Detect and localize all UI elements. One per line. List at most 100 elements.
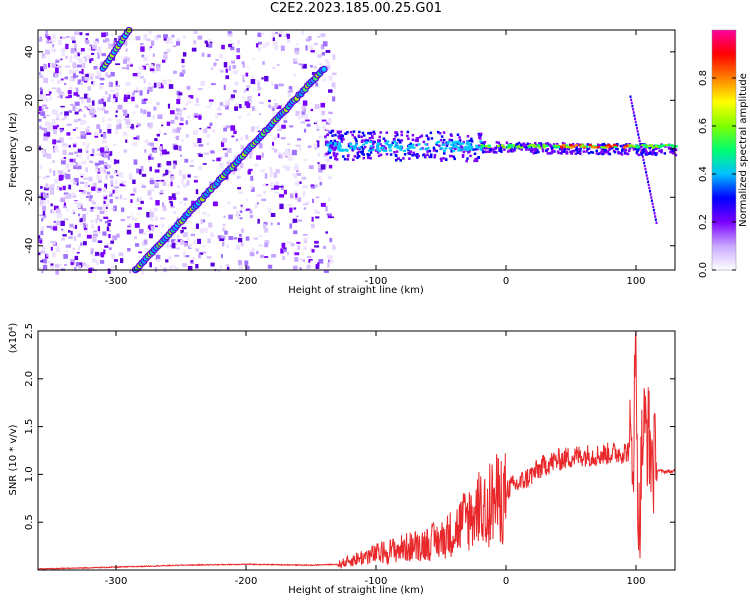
heatmap-cell	[208, 38, 212, 44]
heatmap-cell	[39, 164, 43, 170]
heatmap-cell	[110, 240, 115, 244]
heatmap-cell	[133, 187, 137, 193]
heatmap-cell	[168, 78, 171, 83]
heatmap-cell	[628, 147, 632, 150]
heatmap-cell	[408, 144, 412, 148]
heatmap-cell	[292, 149, 297, 156]
heatmap-cell	[539, 142, 543, 145]
heatmap-cell	[89, 74, 94, 80]
heatmap-cell	[271, 254, 276, 258]
heatmap-cell	[39, 87, 43, 92]
heatmap-cell	[310, 50, 315, 53]
heatmap-cell	[135, 125, 139, 128]
heatmap-cell	[181, 69, 186, 75]
heatmap-cell	[91, 113, 96, 118]
heatmap-cell	[252, 247, 255, 252]
heatmap-cell	[237, 40, 241, 45]
heatmap-cell	[93, 41, 98, 45]
heatmap-cell	[629, 95, 632, 98]
heatmap-cell	[182, 174, 186, 180]
heatmap-cell	[89, 160, 93, 163]
heatmap-cell	[159, 189, 164, 194]
heatmap-cell	[264, 227, 269, 233]
heatmap-cell	[156, 63, 161, 70]
heatmap-cell	[81, 190, 87, 195]
heatmap-cell	[91, 206, 96, 209]
heatmap-cell	[177, 94, 181, 100]
heatmap-cell	[260, 169, 266, 173]
heatmap-cell	[104, 203, 110, 207]
heatmap-cell	[453, 157, 456, 161]
heatmap-cell	[115, 110, 118, 113]
heatmap-cell	[303, 246, 307, 250]
heatmap-cell	[310, 185, 316, 189]
heatmap-cell	[326, 128, 330, 131]
heatmap-cell	[42, 205, 46, 212]
heatmap-cell	[450, 139, 454, 142]
heatmap-cell	[68, 244, 72, 248]
heatmap-cell	[210, 150, 215, 154]
heatmap-cell	[211, 83, 216, 86]
colorbar-tick-label: 0.6	[698, 118, 709, 134]
heatmap-cell	[475, 146, 479, 149]
heatmap-cell	[65, 185, 69, 189]
heatmap-cell	[108, 153, 111, 157]
heatmap-cell	[60, 36, 63, 39]
heatmap-cell	[148, 64, 154, 70]
heatmap-cell	[549, 144, 552, 147]
heatmap-cell	[138, 196, 142, 201]
heatmap-cell	[329, 156, 332, 159]
heatmap-cell	[143, 78, 146, 84]
heatmap-cell	[132, 72, 138, 77]
heatmap-cell	[481, 150, 485, 154]
heatmap-cell	[141, 269, 145, 275]
heatmap-cell	[70, 162, 75, 166]
heatmap-cell	[238, 233, 242, 237]
heatmap-cell	[280, 137, 286, 140]
snr-ylabel: SNR (10 * v/v)	[8, 424, 19, 495]
heatmap-cell	[72, 62, 76, 65]
heatmap-cell	[309, 258, 313, 261]
heatmap-cell	[92, 237, 97, 243]
heatmap-cell	[129, 63, 134, 67]
heatmap-cell	[42, 210, 46, 216]
heatmap-cell	[659, 144, 663, 147]
heatmap-cell	[438, 144, 441, 147]
heatmap-cell	[100, 259, 105, 264]
heatmap-cell	[495, 151, 498, 154]
heatmap-cell	[91, 267, 95, 271]
heatmap-cell	[468, 146, 472, 149]
heatmap-cell	[161, 124, 164, 127]
heatmap-cell	[185, 120, 188, 125]
heatmap-cell	[160, 164, 163, 167]
heatmap-cell	[395, 150, 399, 153]
heatmap-cell	[249, 209, 253, 214]
heatmap-cell	[49, 184, 55, 187]
heatmap-cell	[228, 65, 231, 71]
heatmap-cell	[110, 71, 115, 77]
heatmap-cell	[263, 190, 266, 195]
heatmap-cell	[257, 47, 261, 52]
heatmap-cell	[278, 185, 284, 188]
heatmap-cell	[119, 194, 123, 200]
heatmap-cell	[332, 244, 335, 250]
heatmap-cell	[42, 245, 46, 251]
heatmap-cell	[198, 144, 204, 147]
heatmap-cell	[56, 79, 62, 84]
heatmap-cell	[462, 140, 465, 144]
heatmap-cell	[560, 146, 564, 149]
heatmap-cell	[395, 131, 398, 135]
colorbar-tick-label: 0.0	[698, 262, 709, 278]
heatmap-cell	[192, 240, 197, 245]
heatmap-cell	[614, 147, 618, 150]
heatmap-cell	[108, 269, 113, 273]
heatmap-cell	[492, 148, 495, 151]
heatmap-cell	[201, 52, 205, 57]
heatmap-cell	[222, 148, 228, 151]
heatmap-cell	[220, 235, 226, 241]
heatmap-cell	[226, 244, 229, 249]
heatmap-cell	[44, 97, 49, 102]
heatmap-cell	[367, 149, 371, 152]
heatmap-cell	[353, 136, 356, 139]
heatmap-cell	[489, 148, 492, 152]
